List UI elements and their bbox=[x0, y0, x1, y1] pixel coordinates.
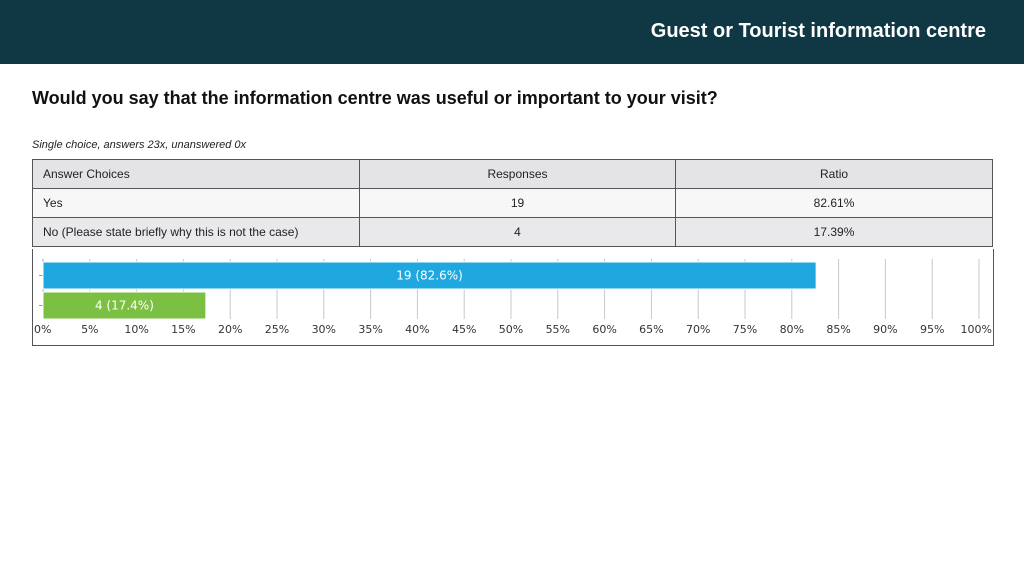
x-tick-label: 75% bbox=[733, 323, 757, 336]
answer-summary: Single choice, answers 23x, unanswered 0… bbox=[32, 139, 247, 151]
x-tick-label: 20% bbox=[218, 323, 242, 336]
response-ratio: 17.39% bbox=[675, 217, 993, 247]
x-tick-label: 15% bbox=[171, 323, 195, 336]
question-title: Would you say that the information centr… bbox=[32, 88, 718, 108]
table-row: No (Please state briefly why this is not… bbox=[32, 217, 993, 247]
x-tick-label: 90% bbox=[873, 323, 897, 336]
header-bar: Guest or Tourist information centre bbox=[0, 0, 1024, 64]
x-tick-label: 50% bbox=[499, 323, 523, 336]
answer-choice: Yes bbox=[32, 188, 360, 218]
bar-chart: 19 (82.6%) 4 (17.4%) 0% 5% 10% 15% 20% 25% 30% 35… bbox=[32, 249, 994, 346]
bar-data-label: 4 (17.4%) bbox=[95, 299, 154, 313]
x-tick-label: 10% bbox=[124, 323, 148, 336]
x-tick-label: 0% bbox=[34, 323, 51, 336]
x-tick-label: 55% bbox=[546, 323, 570, 336]
answer-choice: No (Please state briefly why this is not… bbox=[32, 217, 360, 247]
bar-chart-svg: 19 (82.6%) 4 (17.4%) 0% 5% 10% 15% 20% 25% 30% 35… bbox=[34, 259, 992, 336]
x-tick-label: 25% bbox=[265, 323, 289, 336]
header-ratio: Ratio bbox=[675, 159, 993, 189]
header-responses: Responses bbox=[358, 159, 677, 189]
results-table: Answer Choices Responses Ratio Yes 19 82… bbox=[32, 159, 993, 247]
table-row: Yes 19 82.61% bbox=[32, 188, 993, 218]
x-tick-label: 80% bbox=[780, 323, 804, 336]
x-tick-label: 100% bbox=[961, 323, 992, 336]
bar-data-label: 19 (82.6%) bbox=[396, 269, 463, 283]
header-title: Guest or Tourist information centre bbox=[650, 20, 986, 42]
response-count: 4 bbox=[358, 217, 677, 247]
x-tick-label: 95% bbox=[920, 323, 944, 336]
x-tick-label: 60% bbox=[592, 323, 616, 336]
x-tick-label: 85% bbox=[826, 323, 850, 336]
bar-1 bbox=[42, 261, 817, 290]
header-answer-choices: Answer Choices bbox=[32, 159, 360, 189]
x-tick-label: 45% bbox=[452, 323, 476, 336]
response-ratio: 82.61% bbox=[675, 188, 993, 218]
response-count: 19 bbox=[358, 188, 677, 218]
x-tick-label: 70% bbox=[686, 323, 710, 336]
x-tick-label: 30% bbox=[312, 323, 336, 336]
bar-2 bbox=[42, 291, 207, 320]
x-tick-label: 65% bbox=[639, 323, 663, 336]
x-tick-label: 35% bbox=[358, 323, 382, 336]
x-tick-label: 5% bbox=[81, 323, 98, 336]
table-header-row: Answer Choices Responses Ratio bbox=[32, 159, 993, 189]
x-tick-label: 40% bbox=[405, 323, 429, 336]
